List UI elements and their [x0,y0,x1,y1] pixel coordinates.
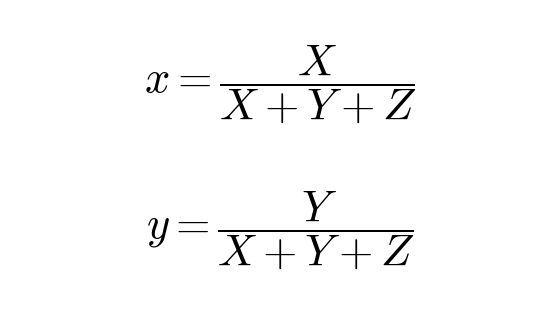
Text: $y = \dfrac{Y}{X+Y+Z}$: $y = \dfrac{Y}{X+Y+Z}$ [146,190,414,272]
Text: $x = \dfrac{X}{X+Y+Z}$: $x = \dfrac{X}{X+Y+Z}$ [144,44,416,126]
